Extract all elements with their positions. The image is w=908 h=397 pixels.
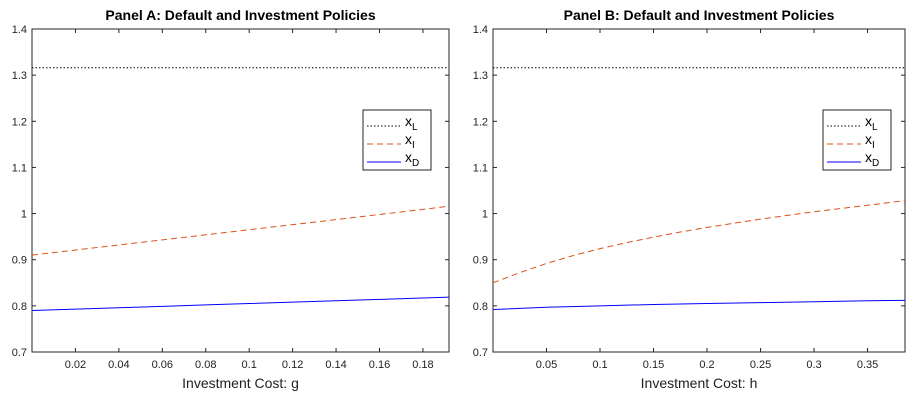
- x-tick-label: 0.35: [857, 359, 878, 371]
- panel-b: Panel B: Default and Investment Policies…: [473, 7, 906, 391]
- x-tick-label: 0.05: [536, 359, 557, 371]
- series-line-x-d: [492, 299, 906, 311]
- x-tick-label: 0.2: [699, 359, 714, 371]
- legend-entry: xL: [405, 113, 418, 133]
- x-axis-label: Investment Cost: h: [641, 375, 758, 391]
- y-tick-label: 0.7: [473, 347, 488, 359]
- legend-entry-subscript: L: [872, 122, 878, 133]
- legend-entry-main: x: [865, 149, 872, 165]
- x-axis-label: Investment Cost: g: [182, 375, 299, 391]
- y-tick-label: 0.9: [12, 255, 27, 267]
- plot-area: [492, 28, 906, 353]
- y-tick-label: 1.4: [12, 24, 27, 36]
- y-tick-label: 1.2: [473, 116, 488, 128]
- x-tick-label: 0.18: [412, 359, 433, 371]
- series-line-x-d: [31, 296, 450, 311]
- x-tick-label: 0.25: [750, 359, 771, 371]
- y-tick-label: 1.4: [473, 24, 488, 36]
- y-tick-label: 1.3: [12, 70, 27, 82]
- legend-entry-main: x: [865, 113, 872, 129]
- x-tick-label: 0.02: [65, 359, 86, 371]
- y-tick-label: 1.3: [473, 70, 488, 82]
- y-tick-label: 1.2: [12, 116, 27, 128]
- series-line-x-i: [31, 205, 450, 256]
- legend-box: [362, 109, 432, 171]
- y-tick-label: 0.9: [473, 255, 488, 267]
- x-tick-label: 0.16: [369, 359, 390, 371]
- legend-entry: xD: [405, 149, 419, 169]
- legend-entry-subscript: D: [412, 158, 419, 169]
- x-tick-label: 0.1: [592, 359, 607, 371]
- y-tick-label: 1: [482, 209, 488, 221]
- legend-entry: xI: [865, 131, 875, 151]
- x-tick-label: 0.12: [282, 359, 303, 371]
- legend-entry: xD: [865, 149, 879, 169]
- y-tick-label: 0.7: [12, 347, 27, 359]
- y-tick-label: 1: [21, 209, 27, 221]
- legend-entry: xL: [865, 113, 878, 133]
- y-tick-label: 0.8: [473, 301, 488, 313]
- x-tick-label: 0.08: [195, 359, 216, 371]
- legend-box: [822, 109, 892, 171]
- x-tick-label: 0.06: [152, 359, 173, 371]
- y-tick-label: 1.1: [473, 162, 488, 174]
- x-tick-label: 0.1: [242, 359, 257, 371]
- x-tick-label: 0.14: [325, 359, 346, 371]
- x-tick-label: 0.3: [806, 359, 821, 371]
- y-tick-label: 0.8: [12, 301, 27, 313]
- legend-entry-main: x: [405, 149, 412, 165]
- legend-entry-subscript: D: [872, 158, 879, 169]
- legend-entry-main: x: [865, 131, 872, 147]
- panel-a: Panel A: Default and Investment Policies…: [12, 7, 450, 391]
- x-tick-label: 0.04: [108, 359, 129, 371]
- legend-entry-main: x: [405, 131, 412, 147]
- legend-entry-subscript: I: [872, 140, 875, 151]
- legend-entry-subscript: I: [412, 140, 415, 151]
- plot-area: [31, 28, 450, 353]
- chart-title: Panel B: Default and Investment Policies: [564, 7, 835, 23]
- legend-entry-main: x: [405, 113, 412, 129]
- legend-entry-subscript: L: [412, 122, 418, 133]
- x-tick-label: 0.15: [643, 359, 664, 371]
- chart-title: Panel A: Default and Investment Policies: [105, 7, 375, 23]
- y-tick-label: 1.1: [12, 162, 27, 174]
- series-line-x-i: [492, 200, 906, 284]
- legend-entry: xI: [405, 131, 415, 151]
